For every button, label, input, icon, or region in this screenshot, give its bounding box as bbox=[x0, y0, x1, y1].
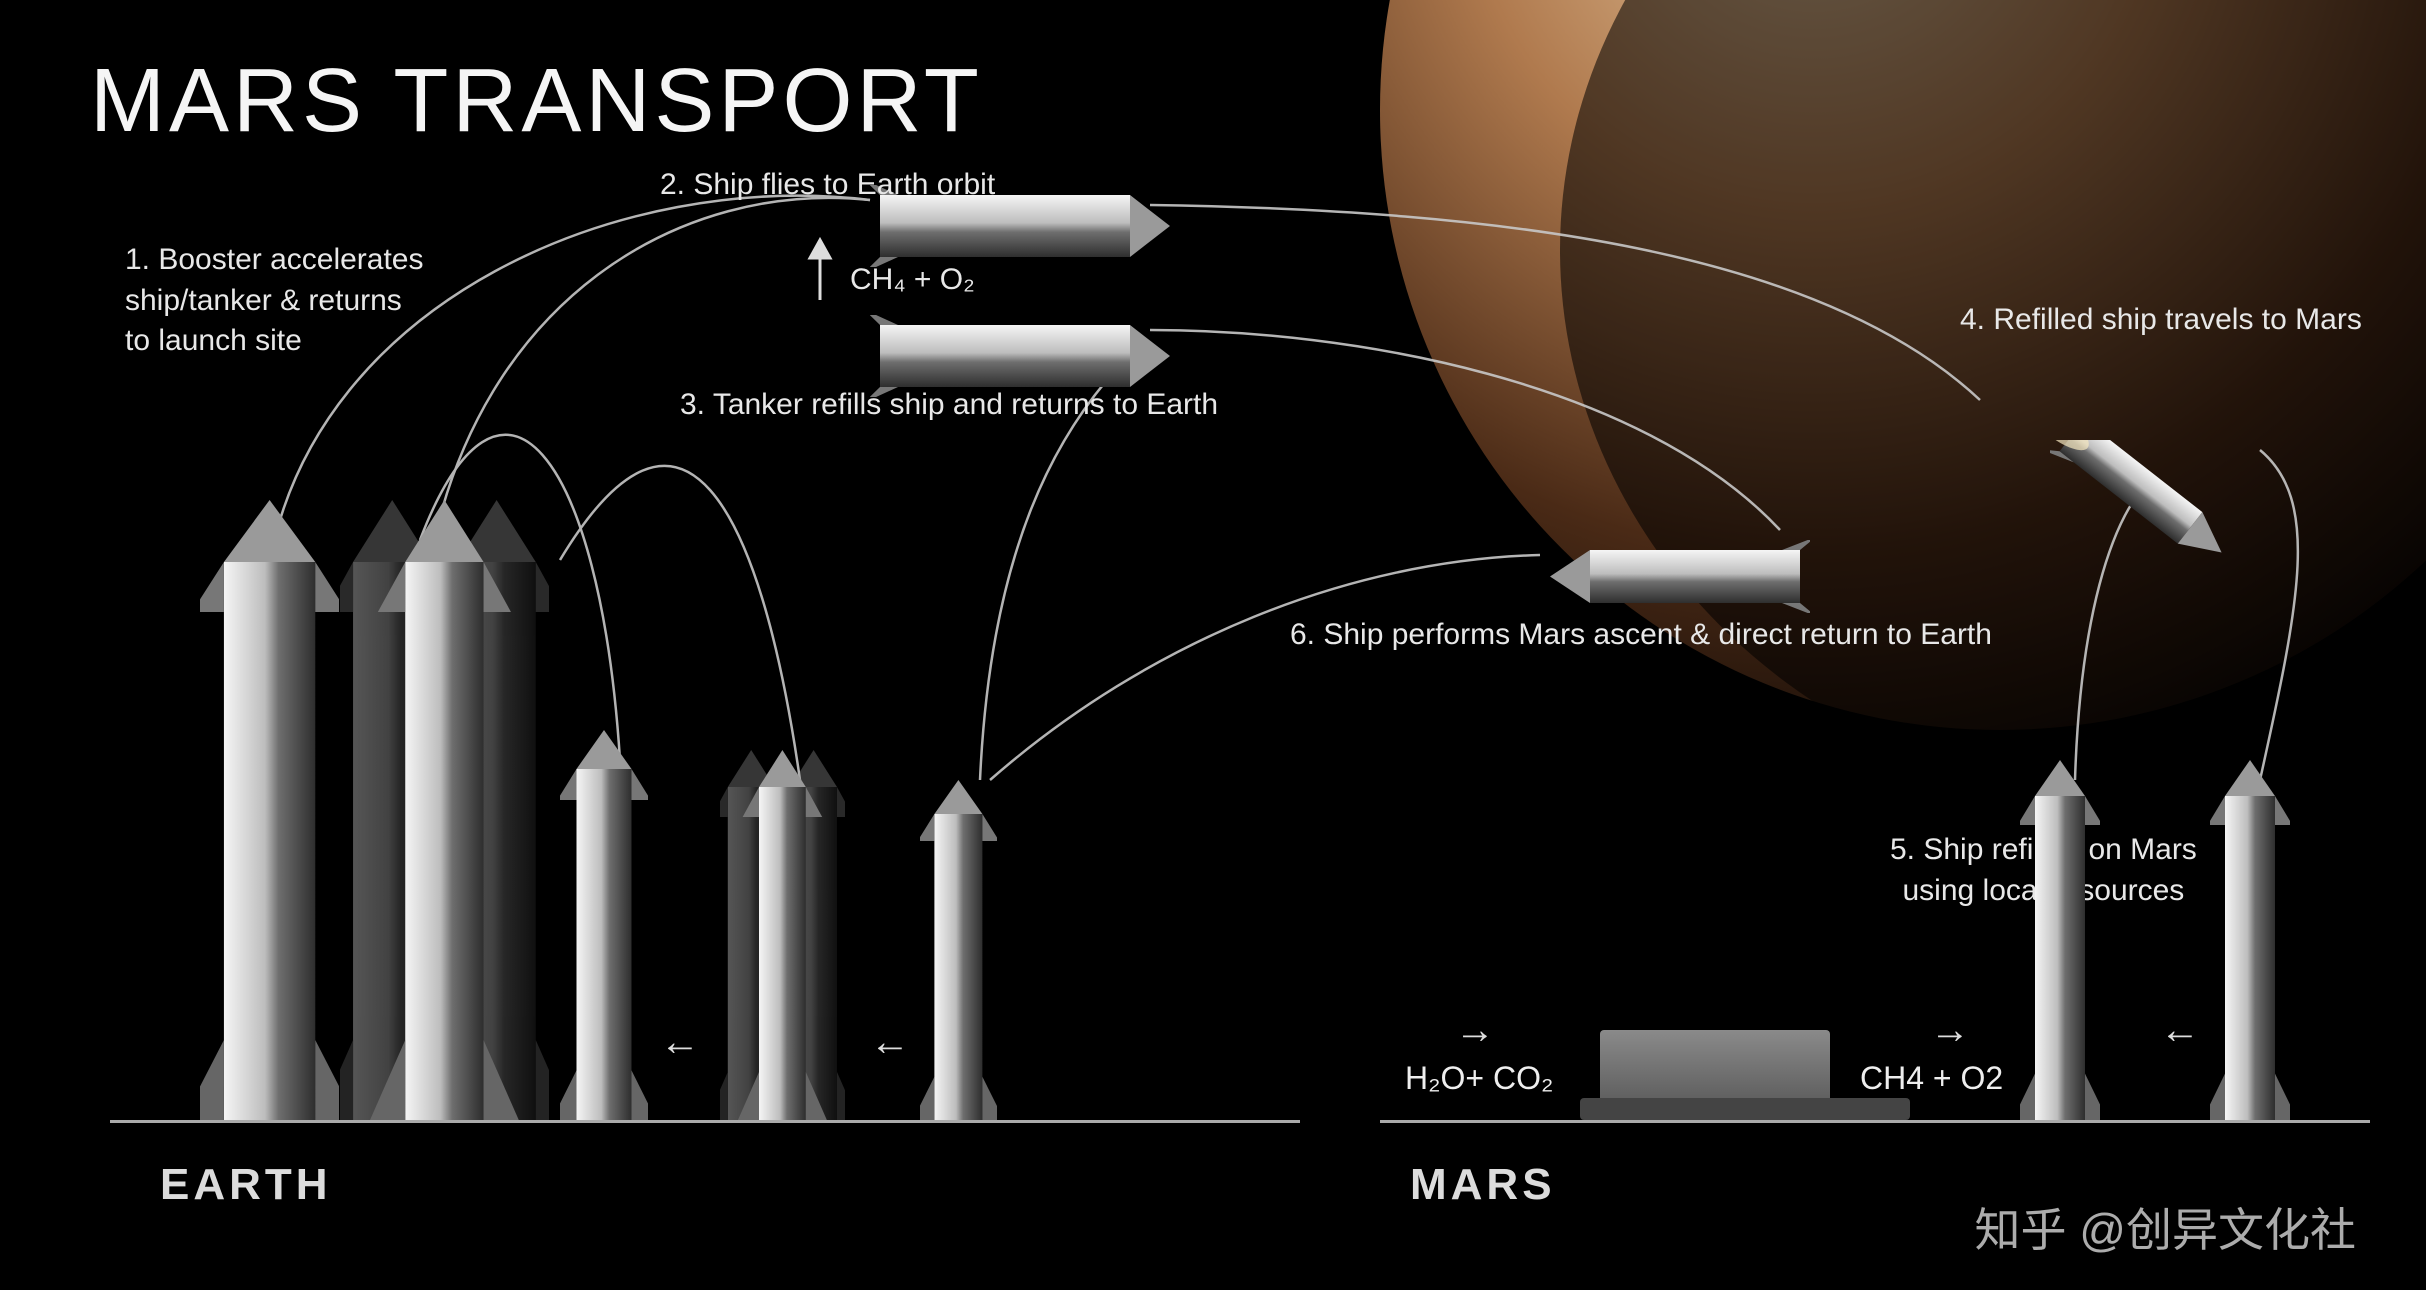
page-title: MARS TRANSPORT bbox=[90, 50, 983, 153]
ch4-o2-label: CH4 + O2 bbox=[1860, 1060, 2003, 1097]
rocket-icon bbox=[920, 780, 997, 1120]
rocket bbox=[2020, 760, 2100, 1125]
rocket-icon bbox=[340, 500, 549, 1120]
rocket bbox=[920, 780, 997, 1125]
rocket bbox=[2210, 760, 2290, 1125]
step-2-label: 2. Ship flies to Earth orbit bbox=[660, 165, 995, 206]
rocket-icon bbox=[560, 730, 648, 1120]
trajectory-arc bbox=[2075, 480, 2150, 780]
arrow-right-icon: → bbox=[1455, 1008, 1495, 1053]
rocket-icon bbox=[2020, 760, 2100, 1120]
arrow-right-icon: → bbox=[1930, 1008, 1970, 1053]
rocket bbox=[340, 500, 549, 1125]
earth-label: EARTH bbox=[160, 1160, 332, 1210]
refuel-label: CH₄ + O₂ bbox=[850, 260, 975, 301]
rocket bbox=[720, 750, 845, 1125]
trajectory-arc bbox=[1150, 205, 1980, 400]
orbit-ship-icon bbox=[1530, 540, 1810, 613]
rocket-icon bbox=[720, 750, 845, 1120]
trajectory-arc bbox=[2260, 450, 2298, 780]
propellant-plant-base bbox=[1580, 1098, 1910, 1120]
step-3-label: 3. Tanker refills ship and returns to Ea… bbox=[680, 385, 1218, 426]
arrow-left-icon: ← bbox=[2160, 1008, 2200, 1053]
mars-label: MARS bbox=[1410, 1160, 1556, 1210]
step-1-label: 1. Booster accelerates ship/tanker & ret… bbox=[125, 240, 424, 362]
rocket bbox=[200, 500, 339, 1125]
h2o-co2-label: H₂O+ CO₂ bbox=[1405, 1060, 1553, 1097]
watermark: 知乎 @创异文化社 bbox=[1975, 1194, 2356, 1260]
orbit-ship-icon bbox=[2050, 440, 2256, 560]
rocket-icon bbox=[2210, 760, 2290, 1120]
arrow-left-icon: ← bbox=[660, 1020, 700, 1065]
trajectory-arc bbox=[1150, 330, 1780, 530]
trajectory-arc bbox=[990, 555, 1540, 780]
step-6-label: 6. Ship performs Mars ascent & direct re… bbox=[1290, 615, 1992, 656]
arrow-left-icon: ← bbox=[870, 1020, 910, 1065]
rocket bbox=[560, 730, 648, 1125]
step-4-label: 4. Refilled ship travels to Mars bbox=[1960, 300, 2362, 341]
rocket-icon bbox=[200, 500, 339, 1120]
